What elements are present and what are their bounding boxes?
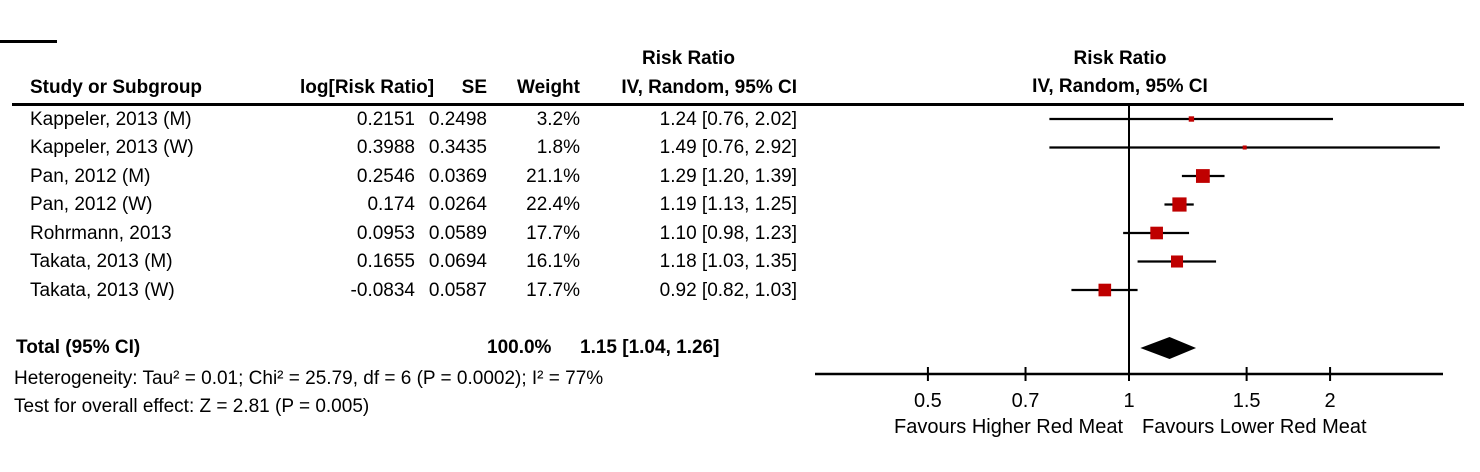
tick-label: 0.7: [1012, 390, 1040, 412]
tick-label: 1: [1123, 390, 1134, 412]
study-label: Takata, 2013 (W): [30, 279, 175, 301]
header-se: SE: [461, 77, 487, 98]
plot-column-risk-ratio-title: Risk Ratio: [1073, 48, 1167, 69]
study-label: Rohrmann, 2013: [30, 222, 172, 244]
header-study: Study or Subgroup: [30, 77, 203, 98]
table-row: Takata, 2013 (W) -0.0834 0.0587 17.7% 0.…: [0, 276, 797, 305]
header-weight: Weight: [517, 77, 580, 98]
total-row: Total (95% CI) 100.0% 1.15 [1.04, 1.26]: [0, 333, 797, 362]
table-row: Pan, 2012 (M) 0.2546 0.0369 21.1% 1.29 […: [0, 162, 797, 191]
study-label: Takata, 2013 (M): [30, 251, 173, 272]
log-risk-ratio-value: 0.2546: [356, 165, 415, 187]
table-row: Kappeler, 2013 (M) 0.2151 0.2498 3.2% 1.…: [0, 105, 797, 134]
effect-square: [1242, 145, 1247, 150]
favours-right-label: Favours Lower Red Meat: [1142, 416, 1367, 438]
ci-text: 1.49 [0.76, 2.92]: [659, 137, 797, 158]
ci-text: 1.10 [0.98, 1.23]: [659, 222, 797, 244]
ci-text: 1.29 [1.20, 1.39]: [659, 165, 797, 187]
tick-label: 0.5: [914, 390, 942, 412]
study-label: Pan, 2012 (W): [30, 194, 153, 215]
header-log-risk-ratio: log[Risk Ratio]: [300, 77, 435, 98]
effect-square: [1150, 226, 1163, 240]
weight-value: 3.2%: [536, 108, 580, 130]
total-label: Total (95% CI): [16, 337, 141, 358]
weight-value: 17.7%: [526, 222, 580, 244]
total-ci: 1.15 [1.04, 1.26]: [580, 337, 720, 358]
plot-column-method-subtitle: IV, Random, 95% CI: [1032, 76, 1208, 97]
se-value: 0.0589: [428, 222, 487, 244]
table-row: Pan, 2012 (W) 0.174 0.0264 22.4% 1.19 [1…: [0, 190, 797, 219]
effect-square: [1172, 197, 1187, 212]
se-value: 0.2498: [428, 108, 487, 130]
overall-effect-test: Test for overall effect: Z = 2.81 (P = 0…: [14, 396, 370, 417]
se-value: 0.3435: [428, 137, 487, 158]
ci-text: 1.19 [1.13, 1.25]: [659, 194, 797, 215]
se-value: 0.0694: [428, 251, 487, 272]
study-label: Kappeler, 2013 (M): [30, 108, 192, 130]
study-label: Pan, 2012 (M): [30, 165, 151, 187]
favours-left-label: Favours Higher Red Meat: [894, 416, 1123, 438]
effect-square: [1195, 169, 1210, 183]
log-risk-ratio-value: 0.1655: [356, 251, 415, 272]
table-row: Kappeler, 2013 (W) 0.3988 0.3435 1.8% 1.…: [0, 133, 797, 162]
log-risk-ratio-value: 0.0953: [356, 222, 415, 244]
header-rule: [12, 103, 1464, 106]
table-row: Takata, 2013 (M) 0.1655 0.0694 16.1% 1.1…: [0, 247, 797, 276]
total-diamond: [1140, 337, 1197, 359]
heterogeneity-stats: Heterogeneity: Tau² = 0.01; Chi² = 25.79…: [14, 368, 604, 389]
log-risk-ratio-value: 0.3988: [356, 137, 415, 158]
se-value: 0.0264: [428, 194, 487, 215]
weight-value: 22.4%: [526, 194, 580, 215]
total-weight: 100.0%: [487, 337, 552, 358]
tick-label: 1.5: [1233, 390, 1261, 412]
ci-text: 1.18 [1.03, 1.35]: [659, 251, 797, 272]
study-label: Kappeler, 2013 (W): [30, 137, 194, 158]
top-left-rule: [0, 40, 57, 43]
effect-square: [1188, 116, 1195, 122]
log-risk-ratio-value: -0.0834: [350, 279, 415, 301]
weight-value: 17.7%: [526, 279, 580, 301]
weight-value: 1.8%: [536, 137, 580, 158]
se-value: 0.0587: [428, 279, 487, 301]
table-header-row: Study or Subgroup log[Risk Ratio] SE Wei…: [0, 73, 797, 102]
text-column-risk-ratio-title: Risk Ratio: [642, 48, 735, 69]
log-risk-ratio-value: 0.2151: [356, 108, 415, 130]
ci-text: 0.92 [0.82, 1.03]: [659, 279, 797, 301]
effect-square: [1170, 255, 1184, 268]
effect-square: [1098, 283, 1112, 297]
header-ci-method: IV, Random, 95% CI: [621, 77, 797, 98]
table-row: Rohrmann, 2013 0.0953 0.0589 17.7% 1.10 …: [0, 219, 797, 248]
weight-value: 21.1%: [526, 165, 580, 187]
ci-text: 1.24 [0.76, 2.02]: [659, 108, 797, 130]
weight-value: 16.1%: [526, 251, 580, 272]
tick-label: 2: [1325, 390, 1336, 412]
se-value: 0.0369: [428, 165, 487, 187]
log-risk-ratio-value: 0.174: [367, 194, 415, 215]
